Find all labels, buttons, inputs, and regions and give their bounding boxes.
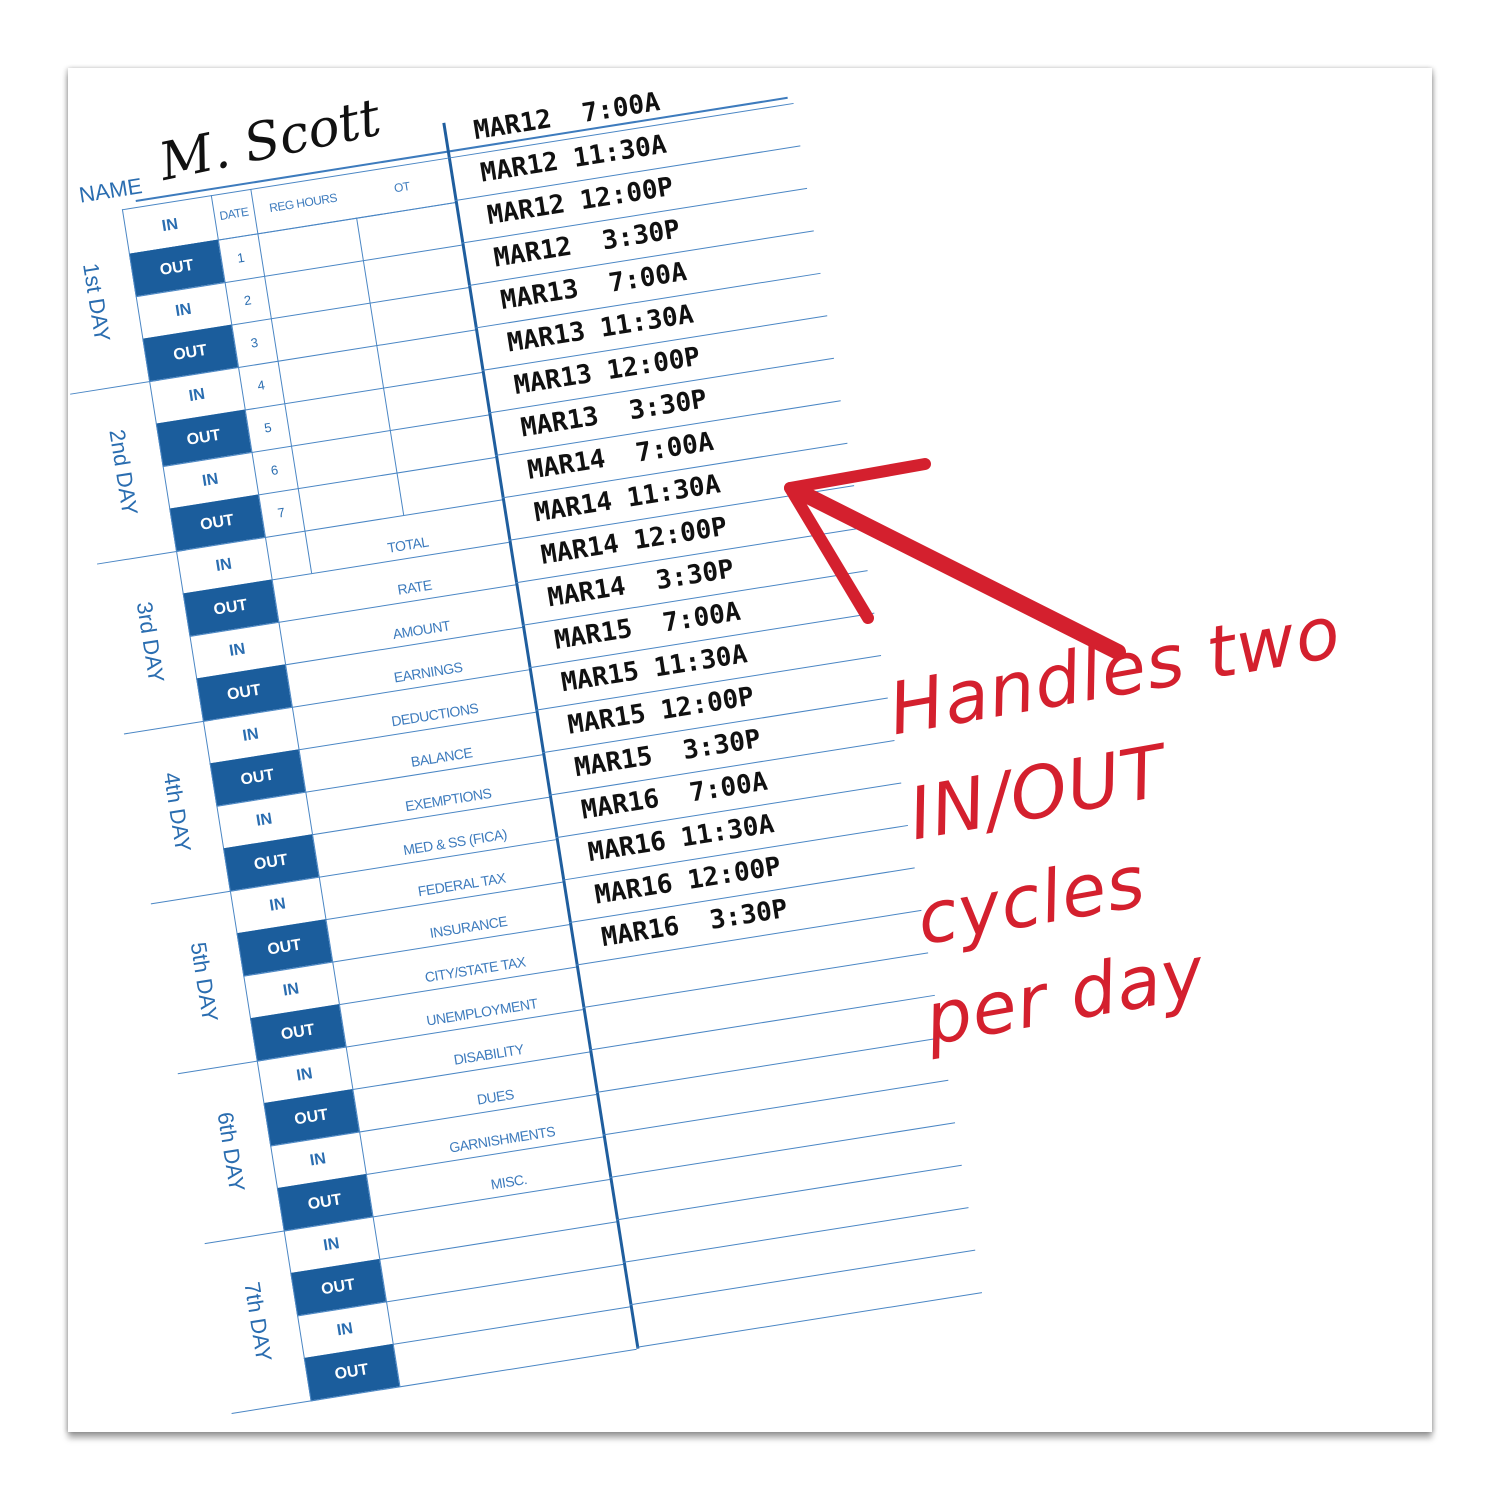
arrow-up-left-icon <box>784 458 1126 660</box>
product-image-panel: NAME M. Scott DATE REG HOURS OT IN OUT IN O… <box>68 68 1432 1432</box>
